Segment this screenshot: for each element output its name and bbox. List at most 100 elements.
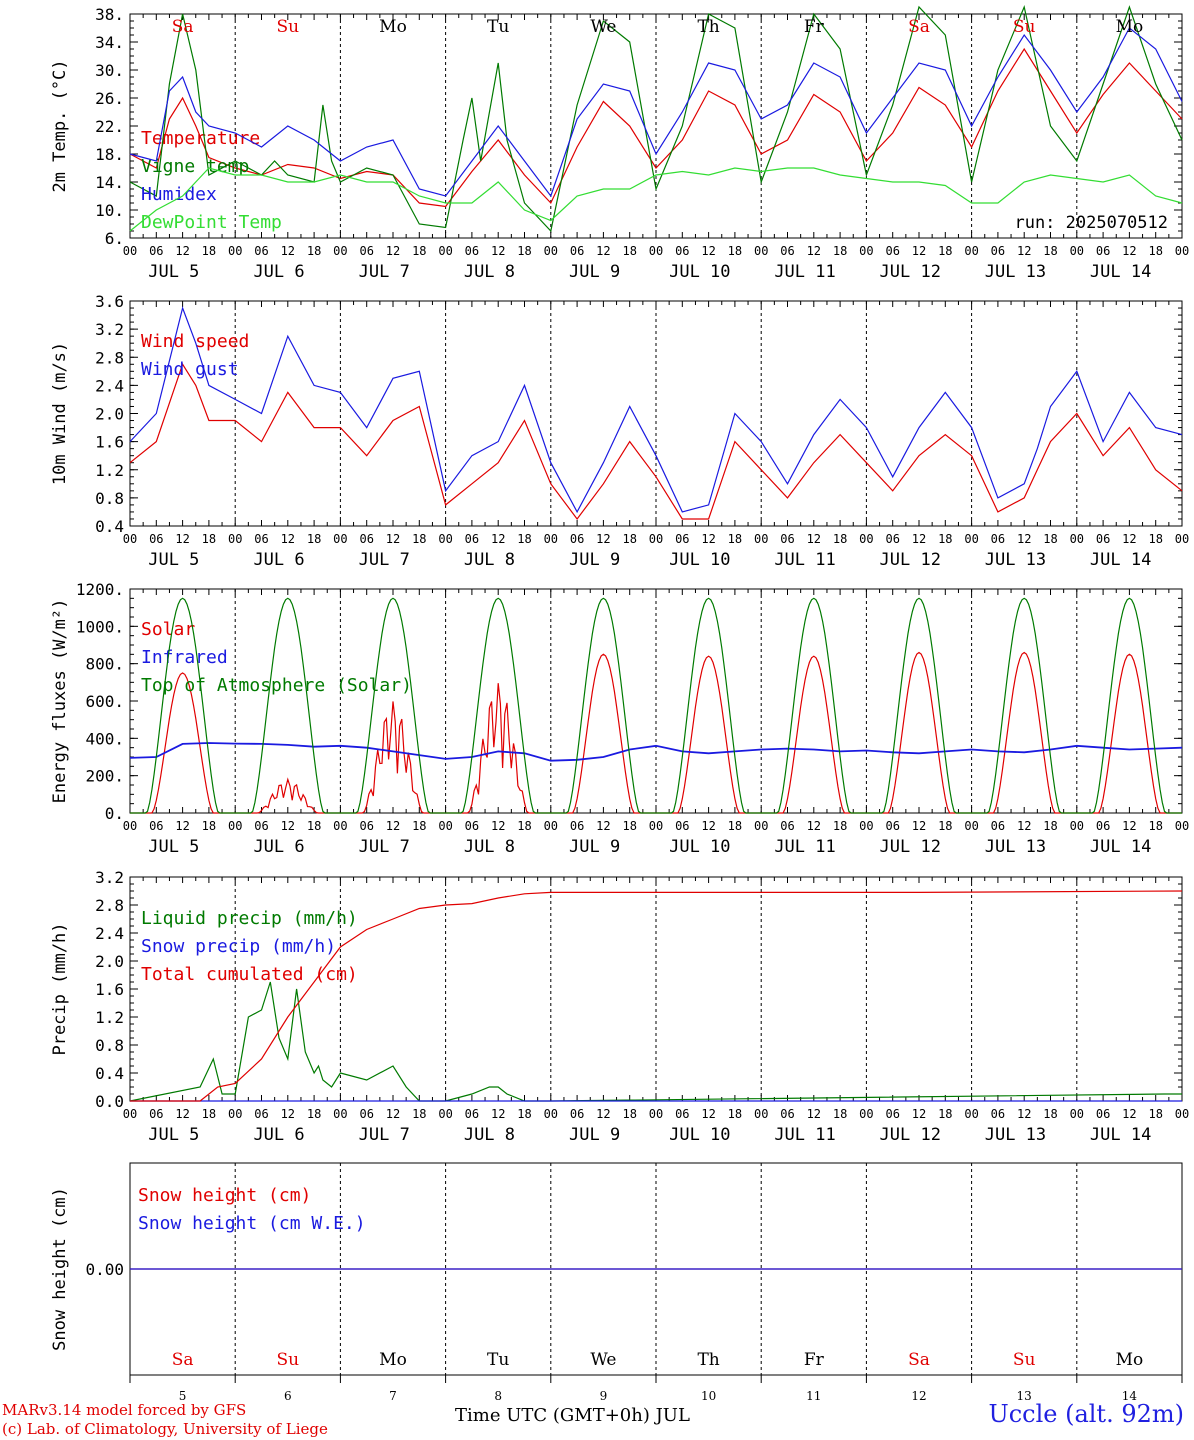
hour-tick-label: 12: [701, 244, 715, 258]
day-label: JUL 11: [774, 837, 835, 857]
hour-tick-label: 06: [149, 1107, 163, 1121]
hour-tick-label: 06: [570, 819, 584, 833]
hour-tick-label: 06: [465, 244, 479, 258]
hour-tick-label: 18: [622, 819, 636, 833]
day-label: JUL 12: [880, 1125, 941, 1145]
day-label: JUL 8: [464, 1125, 515, 1145]
hour-tick-label: 12: [1017, 819, 1031, 833]
hour-tick-label: 18: [1043, 244, 1057, 258]
y-tick-label: 18.: [95, 145, 124, 164]
hour-tick-label: 00: [754, 244, 768, 258]
y-tick-label: 3.2: [95, 320, 124, 339]
hour-tick-label: 12: [1122, 244, 1136, 258]
hour-tick-label: 06: [675, 819, 689, 833]
y-tick-label: 1.2: [95, 461, 124, 480]
day-label: JUL 10: [669, 550, 730, 570]
hour-tick-label: 06: [1096, 244, 1110, 258]
series-line-vigne-temp: [129, 5, 1183, 233]
hour-tick-label: 06: [149, 819, 163, 833]
hour-tick-label: 06: [570, 532, 584, 546]
hour-tick-label: 00: [649, 1107, 663, 1121]
hour-tick-label: 00: [333, 244, 347, 258]
hour-tick-label: 00: [1175, 532, 1189, 546]
y-tick-label: 2.8: [95, 896, 124, 915]
day-number: 9: [600, 1389, 608, 1403]
day-label: JUL 9: [569, 1125, 620, 1145]
hour-tick-label: 18: [622, 244, 636, 258]
hour-tick-label: 12: [912, 1107, 926, 1121]
hour-tick-label: 12: [807, 532, 821, 546]
hour-tick-label: 18: [307, 532, 321, 546]
weekday-label: Tu: [487, 17, 509, 37]
legend-snow-precip-mm-h-: Snow precip (mm/h): [141, 936, 336, 957]
day-label: JUL 5: [148, 262, 199, 282]
hour-tick-label: 00: [649, 532, 663, 546]
hour-tick-label: 12: [175, 819, 189, 833]
legend-solar: Solar: [141, 619, 195, 640]
day-label: JUL 11: [774, 550, 835, 570]
weekday-label: We: [590, 1350, 616, 1370]
hour-tick-label: 18: [412, 1107, 426, 1121]
hour-tick-label: 06: [675, 1107, 689, 1121]
y-tick-label: 3.6: [95, 292, 124, 311]
y-axis-title: 10m Wind (m/s): [50, 342, 70, 485]
hour-tick-label: 00: [754, 532, 768, 546]
day-number: 14: [1122, 1389, 1138, 1403]
hour-tick-label: 00: [1175, 244, 1189, 258]
series-line-humidex: [129, 27, 1183, 198]
y-tick-label: 2.0: [95, 952, 124, 971]
hour-tick-label: 00: [754, 1107, 768, 1121]
hour-tick-label: 06: [1096, 1107, 1110, 1121]
hour-tick-label: 18: [517, 1107, 531, 1121]
hour-tick-label: 12: [1017, 1107, 1031, 1121]
hour-tick-label: 06: [1096, 532, 1110, 546]
hour-tick-label: 18: [202, 532, 216, 546]
hour-tick-label: 12: [386, 244, 400, 258]
y-tick-label: 34.: [95, 33, 124, 52]
legend-humidex: Humidex: [141, 184, 217, 205]
day-label: JUL 9: [569, 262, 620, 282]
day-label: JUL 5: [148, 1125, 199, 1145]
hour-tick-label: 18: [307, 244, 321, 258]
hour-tick-label: 12: [1122, 532, 1136, 546]
y-tick-label: 600.: [85, 692, 124, 711]
hour-tick-label: 06: [254, 244, 268, 258]
day-label: JUL 8: [464, 837, 515, 857]
hour-tick-label: 12: [386, 532, 400, 546]
weekday-label: Tu: [487, 1350, 509, 1370]
hour-tick-label: 06: [359, 1107, 373, 1121]
y-tick-label: 0.4: [95, 1064, 124, 1083]
hour-tick-label: 18: [1043, 819, 1057, 833]
hour-tick-label: 06: [675, 244, 689, 258]
hour-tick-label: 00: [544, 532, 558, 546]
hour-tick-label: 18: [517, 532, 531, 546]
hour-tick-label: 12: [175, 1107, 189, 1121]
day-label: JUL 12: [880, 550, 941, 570]
hour-tick-label: 06: [885, 244, 899, 258]
hour-tick-label: 06: [1096, 819, 1110, 833]
weekday-label: Th: [697, 17, 719, 37]
y-tick-label: 2.8: [95, 348, 124, 367]
hour-tick-label: 00: [1070, 532, 1084, 546]
hour-tick-label: 00: [964, 244, 978, 258]
weekday-label: Su: [1013, 17, 1036, 37]
hour-tick-label: 18: [1043, 532, 1057, 546]
hour-tick-label: 00: [228, 1107, 242, 1121]
hour-tick-label: 18: [1148, 244, 1162, 258]
series-line-liquid-precip-mm-h-: [129, 981, 1182, 1102]
hour-tick-label: 00: [649, 244, 663, 258]
series-line-top-of-atmosphere-solar-: [130, 597, 1182, 814]
hour-tick-label: 12: [1017, 244, 1031, 258]
day-label: JUL 7: [359, 1125, 410, 1145]
hour-tick-label: 12: [596, 244, 610, 258]
hour-tick-label: 18: [728, 819, 742, 833]
plot-frame: [129, 300, 1183, 527]
hour-tick-label: 06: [675, 532, 689, 546]
hour-tick-label: 06: [991, 244, 1005, 258]
weekday-label: Sa: [908, 1350, 930, 1370]
day-label: JUL 13: [985, 262, 1046, 282]
hour-tick-label: 00: [333, 1107, 347, 1121]
hour-tick-label: 12: [701, 819, 715, 833]
hour-tick-label: 12: [281, 1107, 295, 1121]
y-tick-label: 0.4: [95, 517, 124, 536]
